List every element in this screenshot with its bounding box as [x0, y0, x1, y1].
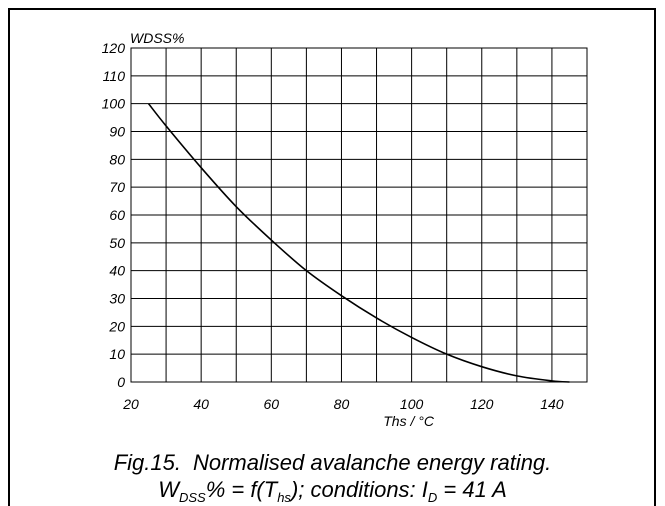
x-axis-title: Ths / °C	[383, 413, 435, 429]
x-tick-label: 120	[470, 396, 494, 412]
y-tick-label: 0	[117, 374, 125, 390]
formula-i-sub: D	[427, 490, 438, 505]
x-tick-label: 80	[334, 396, 350, 412]
y-tick-label: 60	[109, 207, 125, 223]
formula-t-sub: hs	[277, 490, 291, 505]
y-tick-label: 80	[109, 151, 125, 167]
y-axis-title: WDSS%	[130, 30, 184, 46]
caption-formula: WDSS% = f(Ths); conditions: ID = 41 A	[0, 477, 665, 505]
x-tick-label: 100	[400, 396, 424, 412]
formula-w-sub: DSS	[178, 490, 206, 505]
caption-title-text: Normalised avalanche energy rating.	[192, 450, 552, 475]
y-tick-label: 30	[109, 291, 125, 307]
x-tick-label: 20	[122, 396, 139, 412]
x-tick-label: 60	[264, 396, 280, 412]
y-tick-label: 20	[108, 318, 125, 334]
series-line	[147, 103, 570, 383]
x-tick-label: 40	[193, 396, 209, 412]
caption-fig-label: Fig.15.	[113, 450, 181, 475]
x-tick-label: 140	[540, 396, 564, 412]
y-tick-label: 100	[102, 96, 126, 112]
y-tick-label: 40	[109, 263, 125, 279]
y-tick-label: 70	[109, 179, 125, 195]
formula-cond: ); conditions: I	[290, 477, 428, 502]
y-tick-label: 90	[109, 124, 125, 140]
caption-title: Fig.15. Normalised avalanche energy ratin…	[0, 450, 665, 476]
chart: 0 10 20 30 40 50 60 70 80 90 100 110 120 20 40 60 80 100 1…	[102, 30, 588, 429]
formula-w: W	[158, 477, 179, 502]
y-tick-label: 120	[102, 40, 126, 56]
y-tick-label: 110	[103, 68, 126, 84]
y-tick-label: 50	[109, 235, 125, 251]
formula-mid: % = f(T	[205, 477, 278, 502]
figure-frame	[8, 8, 656, 506]
plot-border	[130, 47, 588, 383]
y-tick-label: 10	[109, 346, 125, 362]
formula-end: = 41 A	[437, 477, 507, 502]
